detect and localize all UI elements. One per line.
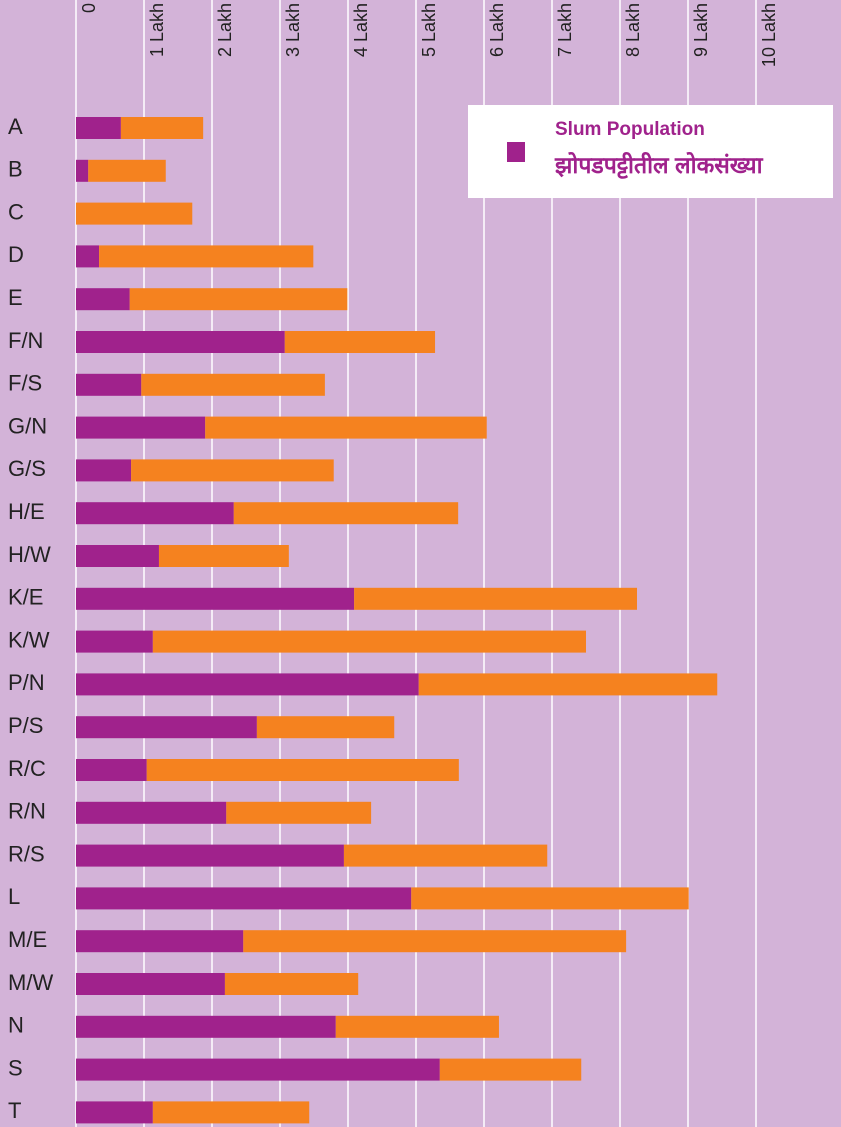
- bar-segment: [76, 502, 234, 525]
- category-label: C: [8, 199, 24, 224]
- category-label: F/N: [8, 328, 43, 353]
- bar-segment: [76, 630, 153, 653]
- x-tick-label: 7 Lakh: [555, 3, 575, 57]
- bar-segment: [76, 459, 132, 482]
- bar-segment: [335, 1015, 499, 1038]
- category-label: B: [8, 157, 23, 182]
- bar-segment: [131, 459, 334, 482]
- category-label: M/W: [8, 970, 53, 995]
- bar-segment: [224, 973, 359, 995]
- bar-segment: [141, 373, 325, 396]
- bar-segment: [411, 887, 689, 910]
- category-label: E: [8, 285, 23, 310]
- legend-label: Slum Population: [555, 119, 705, 140]
- bar-segment: [284, 331, 436, 353]
- bar-segment: [76, 202, 193, 225]
- bar-segment: [76, 373, 142, 396]
- bar-segment: [76, 1058, 440, 1081]
- bar-segment: [354, 587, 637, 610]
- bar-segment: [76, 288, 130, 311]
- bar-segment: [152, 1101, 310, 1124]
- category-label: K/E: [8, 585, 43, 610]
- bar-segment: [256, 716, 395, 739]
- bar-segment: [76, 716, 257, 739]
- bar-segment: [76, 844, 344, 867]
- x-tick-label: 3 Lakh: [283, 3, 303, 57]
- x-tick-label: 1 Lakh: [147, 3, 167, 57]
- bar-segment: [76, 587, 355, 610]
- x-tick-label: 6 Lakh: [487, 3, 507, 57]
- category-label: L: [8, 884, 20, 909]
- x-tick-label: 8 Lakh: [623, 3, 643, 57]
- x-tick-label: 4 Lakh: [351, 3, 371, 57]
- category-label: S: [8, 1055, 23, 1080]
- bar-segment: [76, 930, 244, 953]
- bar-segment: [158, 545, 289, 567]
- bar-segment: [439, 1058, 582, 1081]
- x-tick-label: 10 Lakh: [759, 3, 779, 67]
- bar-segment: [76, 759, 147, 781]
- category-label: H/W: [8, 542, 51, 567]
- bar-segment: [76, 117, 121, 139]
- bar-segment: [76, 416, 206, 439]
- bar-segment: [76, 973, 225, 995]
- category-label: R/C: [8, 756, 46, 781]
- bar-segment: [88, 159, 166, 182]
- bar-segment: [418, 673, 718, 696]
- bar-segment: [99, 245, 314, 268]
- bar-segment: [76, 1015, 336, 1038]
- bar-segment: [233, 502, 459, 525]
- bar-segment: [76, 159, 89, 182]
- legend-label-local: झोपडपट्टीतील लोकसंख्या: [554, 151, 764, 179]
- category-label: D: [8, 242, 24, 267]
- category-label: R/S: [8, 841, 45, 866]
- x-tick-label: 0: [79, 3, 99, 13]
- bar-segment: [76, 545, 159, 567]
- bar-segment: [76, 1101, 153, 1124]
- category-label: K/W: [8, 627, 50, 652]
- bar-segment: [76, 801, 227, 824]
- legend-box: [468, 105, 833, 198]
- x-tick-label: 2 Lakh: [215, 3, 235, 57]
- bar-segment: [129, 288, 348, 311]
- category-label: A: [8, 114, 23, 139]
- category-label: G/N: [8, 413, 47, 438]
- bar-segment: [152, 630, 586, 653]
- category-label: G/S: [8, 456, 46, 481]
- category-label: P/S: [8, 713, 43, 738]
- bar-segment: [76, 887, 412, 910]
- category-label: M/E: [8, 927, 47, 952]
- category-label: N: [8, 1013, 24, 1038]
- bar-segment: [120, 117, 204, 139]
- category-label: R/N: [8, 799, 46, 824]
- bar-segment: [243, 930, 627, 953]
- category-label: P/N: [8, 670, 45, 695]
- bar-segment: [146, 759, 459, 781]
- bar-segment: [76, 673, 419, 696]
- x-tick-label: 5 Lakh: [419, 3, 439, 57]
- bar-segment: [76, 331, 285, 353]
- bar-segment: [226, 801, 372, 824]
- category-label: F/S: [8, 371, 42, 396]
- bar-segment: [205, 416, 487, 439]
- category-label: T: [8, 1098, 21, 1123]
- bar-segment: [76, 245, 100, 268]
- category-label: H/E: [8, 499, 45, 524]
- bar-segment: [343, 844, 548, 867]
- legend-swatch: [507, 142, 525, 162]
- x-tick-label: 9 Lakh: [691, 3, 711, 57]
